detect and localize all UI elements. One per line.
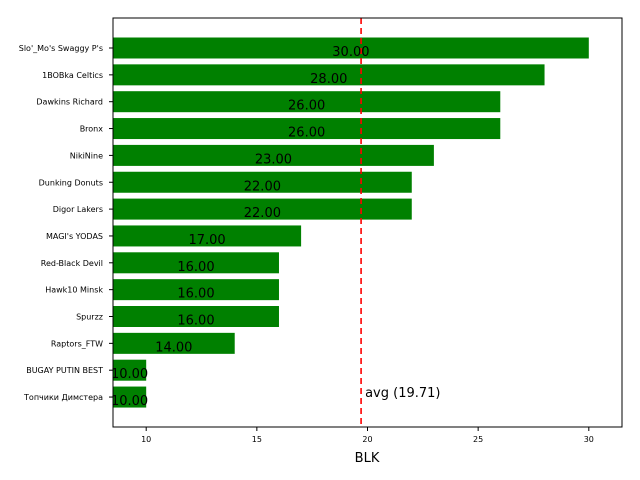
x-tick-label: 15 [252,435,262,444]
average-label: avg (19.71) [365,386,440,401]
data-label: 22.00 [244,206,281,221]
data-label: 16.00 [177,287,214,302]
data-label: 26.00 [288,99,325,114]
y-tick-label: NikiNine [70,151,103,160]
data-labels-layer: 30.00 28.00 26.00 26.00 23.00 22.00 22.00 17.00… [111,45,370,409]
y-tick-label: BUGAY PUTIN BEST [26,366,103,375]
bar [113,252,279,274]
data-label: 10.00 [111,367,148,382]
data-label: 16.00 [177,260,214,275]
x-ticks-layer: 10 15 20 25 30 [141,427,594,444]
y-tick-label: Hawk10 Minsk [45,286,103,295]
data-label: 23.00 [255,152,292,167]
data-label: 22.00 [244,179,281,194]
y-ticks-layer: Slo'_Mo's Swaggy P's 1BOBka Celtics Dawkin… [19,44,113,402]
y-tick-label: Dunking Donuts [39,178,103,187]
y-tick-label: Slo'_Mo's Swaggy P's [19,44,103,53]
data-label: 10.00 [111,394,148,409]
bars-layer [113,37,589,408]
y-tick-label: Топчики Димстера [23,393,103,402]
bar [113,118,501,140]
bar [113,359,147,381]
data-label: 14.00 [155,340,192,355]
data-label: 26.00 [288,126,325,141]
bar [113,144,434,166]
bar [113,332,235,354]
y-tick-label: Spurzz [76,313,103,322]
y-tick-label: Red-Black Devil [41,259,103,268]
x-tick-label: 25 [473,435,483,444]
y-tick-label: 1BOBka Celtics [42,71,103,80]
bar [113,91,501,113]
bar [113,198,412,220]
y-tick-label: Digor Lakers [53,205,103,214]
x-tick-label: 30 [584,435,594,444]
bar [113,64,545,86]
average-layer: avg (19.71) [360,18,440,427]
data-label: 16.00 [177,314,214,329]
y-tick-label: Bronx [80,125,104,134]
y-tick-label: Raptors_FTW [51,339,103,348]
x-tick-label: 20 [362,435,372,444]
y-tick-label: Dawkins Richard [36,98,103,107]
bar [113,279,279,301]
data-label: 30.00 [332,45,369,60]
data-label: 28.00 [310,72,347,87]
x-axis-title: BLK [355,451,380,466]
y-tick-label: MAGI's YODAS [46,232,103,241]
bar [113,37,589,59]
bar [113,306,279,327]
x-tick-label: 10 [141,435,151,444]
data-label: 17.00 [188,233,225,248]
bar [113,171,412,193]
bar [113,225,302,247]
bar [113,386,147,408]
